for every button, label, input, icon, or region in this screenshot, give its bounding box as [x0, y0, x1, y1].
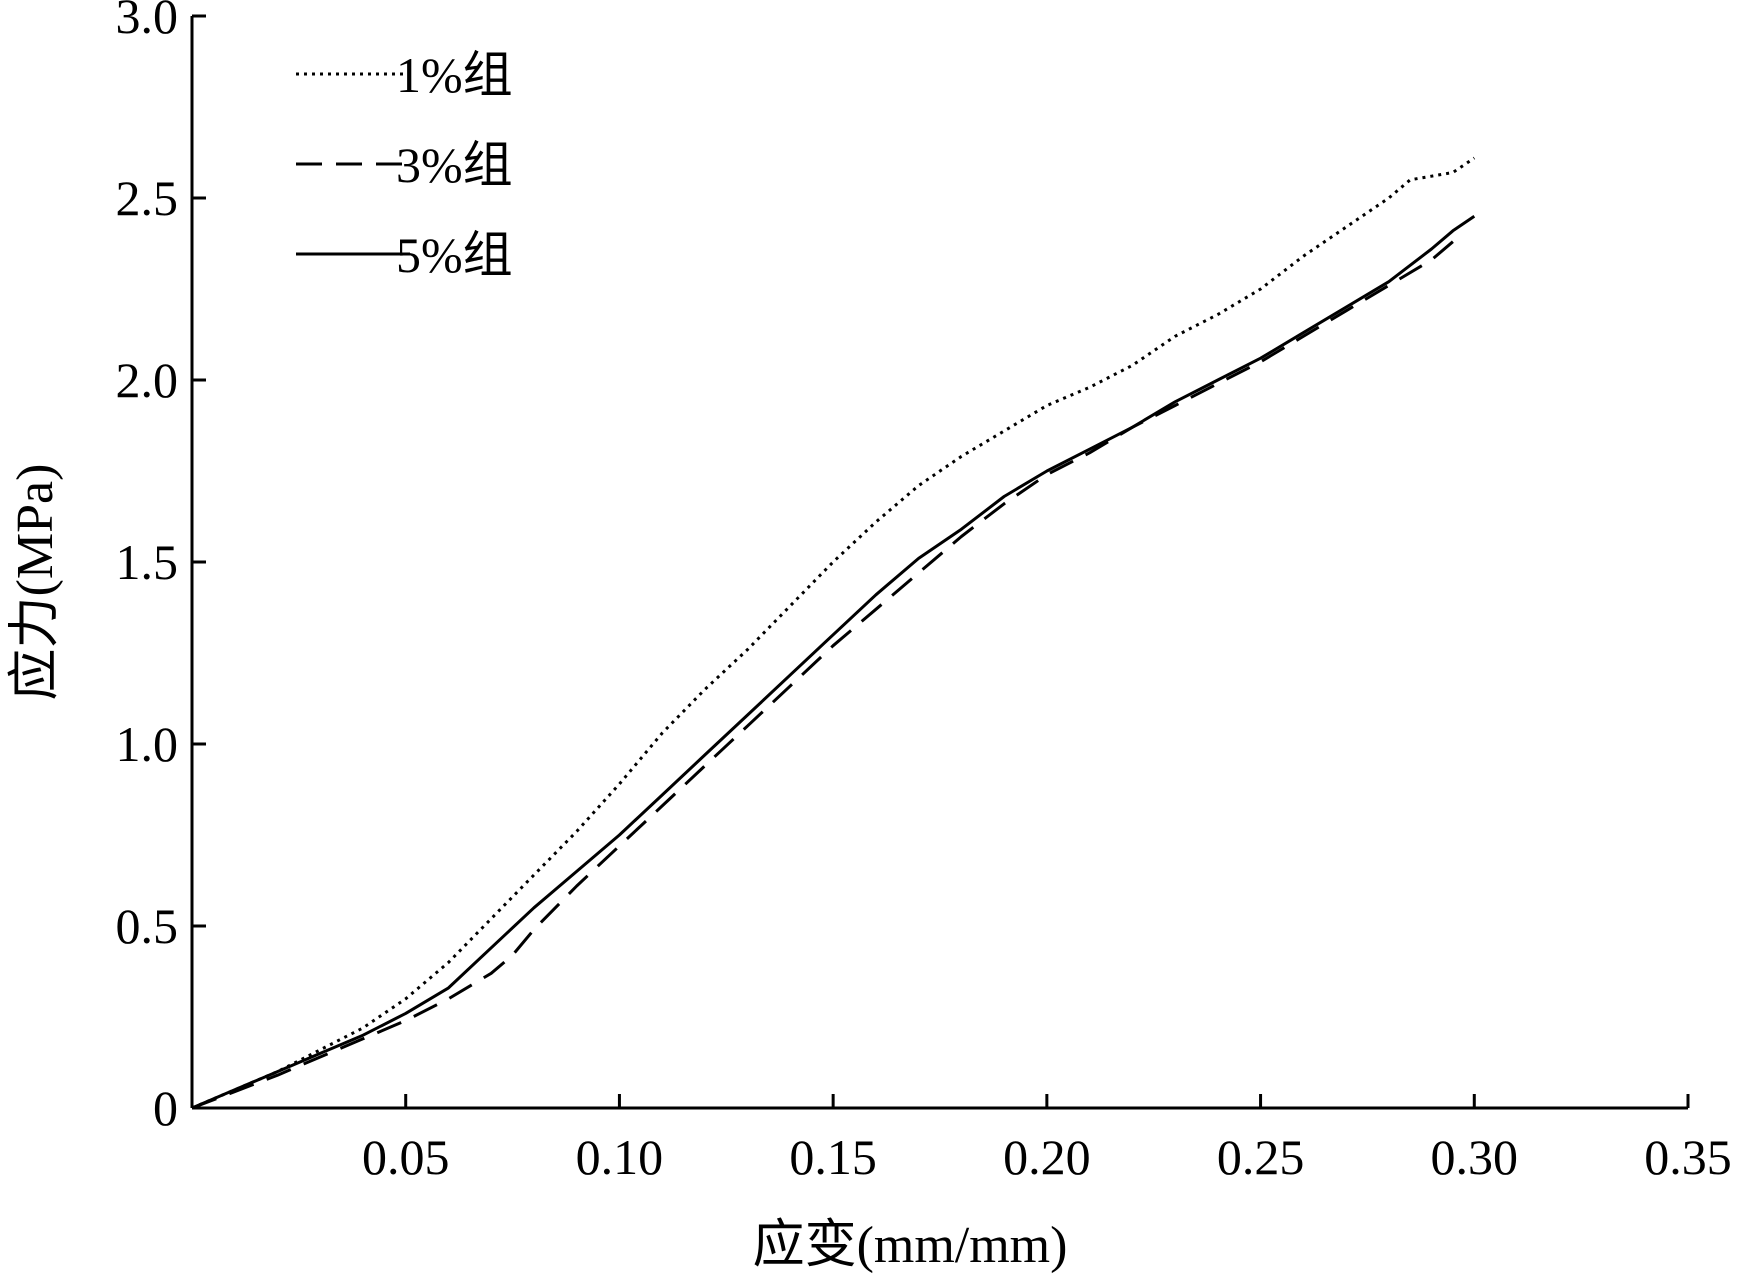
axes: 0 0.5 1.0 1.5 2.0 2.5 3.0 0.05 0.10 0.15 0.20 0.25 0… — [116, 0, 1732, 1185]
y-tick-label: 1.5 — [116, 534, 179, 590]
legend-label-3: 5%组 — [396, 227, 513, 283]
x-tick-label: 0.35 — [1644, 1129, 1732, 1185]
x-axis-title: 应变(mm/mm) — [753, 1217, 1068, 1274]
series-line-3 — [191, 214, 1476, 1110]
series-line-1 — [191, 156, 1476, 1110]
x-tick-label: 0.10 — [576, 1129, 664, 1185]
y-tick-label: 0.5 — [116, 898, 179, 954]
y-tick-label: 2.0 — [116, 352, 179, 408]
legend: 1%组 3%组 5%组 — [296, 47, 513, 283]
x-tick-label: 0.25 — [1217, 1129, 1305, 1185]
y-tick-label: 3.0 — [116, 0, 179, 44]
y-tick-label: 0 — [153, 1080, 178, 1136]
series-line-2 — [191, 240, 1454, 1110]
y-axis-title: 应力(MPa) — [7, 464, 64, 701]
x-tick-label: 0.30 — [1431, 1129, 1519, 1185]
y-tick-label: 1.0 — [116, 716, 179, 772]
legend-label-2: 3%组 — [396, 137, 513, 193]
x-tick-label: 0.05 — [362, 1129, 450, 1185]
plot-area — [191, 156, 1476, 1110]
y-tick-label: 2.5 — [116, 170, 179, 226]
legend-label-1: 1%组 — [396, 47, 513, 103]
x-tick-label: 0.15 — [789, 1129, 877, 1185]
x-tick-label: 0.20 — [1003, 1129, 1091, 1185]
